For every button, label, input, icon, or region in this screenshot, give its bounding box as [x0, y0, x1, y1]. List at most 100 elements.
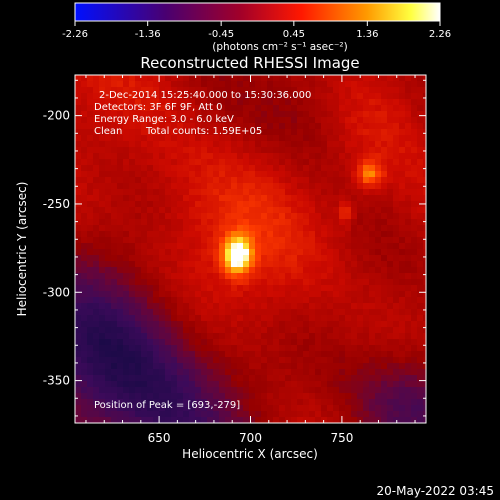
heatmap-cell: [117, 255, 123, 261]
annotation-detectors: Detectors: 3F 6F 9F, Att 0: [94, 102, 222, 113]
heatmap-cell: [333, 99, 339, 105]
heatmap-cell: [321, 93, 327, 99]
heatmap-cell: [393, 147, 399, 153]
heatmap-cell: [111, 135, 117, 141]
heatmap-cell: [129, 411, 135, 417]
heatmap-cell: [303, 189, 309, 195]
heatmap-cell: [375, 159, 381, 165]
heatmap-cell: [393, 267, 399, 273]
heatmap-cell: [213, 165, 219, 171]
heatmap-cell: [369, 237, 375, 243]
heatmap-cell: [411, 93, 417, 99]
heatmap-cell: [237, 105, 243, 111]
heatmap-cell: [273, 309, 279, 315]
heatmap-cell: [87, 141, 93, 147]
heatmap-cell: [303, 153, 309, 159]
heatmap-cell: [327, 129, 333, 135]
heatmap-cell: [123, 333, 129, 339]
heatmap-cell: [231, 291, 237, 297]
heatmap-cell: [249, 327, 255, 333]
heatmap-cell: [279, 393, 285, 399]
heatmap-cell: [243, 105, 249, 111]
heatmap-cell: [237, 195, 243, 201]
heatmap-cell: [111, 159, 117, 165]
heatmap-cell: [165, 261, 171, 267]
heatmap-cell: [279, 237, 285, 243]
heatmap-cell: [231, 315, 237, 321]
heatmap-cell: [123, 315, 129, 321]
heatmap-cell: [381, 357, 387, 363]
heatmap-cell: [249, 213, 255, 219]
heatmap-cell: [147, 129, 153, 135]
heatmap-cell: [195, 381, 201, 387]
colorbar-tick-label: -2.26: [62, 29, 88, 40]
heatmap-cell: [207, 375, 213, 381]
heatmap-cell: [333, 135, 339, 141]
heatmap-cell: [75, 273, 81, 279]
heatmap-cell: [309, 249, 315, 255]
heatmap-cell: [213, 297, 219, 303]
heatmap-cell: [303, 201, 309, 207]
heatmap-cell: [327, 339, 333, 345]
heatmap-cell: [411, 177, 417, 183]
heatmap-cell: [321, 405, 327, 411]
heatmap-cell: [183, 81, 189, 87]
heatmap-cell: [357, 117, 363, 123]
heatmap-cell: [345, 165, 351, 171]
heatmap-cell: [111, 279, 117, 285]
heatmap-cell: [135, 381, 141, 387]
heatmap-cell: [177, 279, 183, 285]
heatmap-cell: [315, 99, 321, 105]
heatmap-cell: [387, 261, 393, 267]
heatmap-cell: [159, 399, 165, 405]
heatmap-cell: [237, 405, 243, 411]
heatmap-cell: [141, 117, 147, 123]
heatmap-cell: [291, 147, 297, 153]
heatmap-cell: [351, 375, 357, 381]
heatmap-cell: [345, 339, 351, 345]
heatmap-cell: [213, 303, 219, 309]
heatmap-cell: [189, 231, 195, 237]
heatmap-cell: [177, 177, 183, 183]
heatmap-cell: [225, 75, 231, 81]
heatmap-cell: [315, 369, 321, 375]
heatmap-cell: [273, 327, 279, 333]
heatmap-cell: [129, 213, 135, 219]
heatmap-cell: [297, 207, 303, 213]
heatmap-cell: [135, 207, 141, 213]
heatmap-cell: [381, 261, 387, 267]
heatmap-cell: [93, 267, 99, 273]
heatmap-cell: [273, 165, 279, 171]
heatmap-cell: [105, 249, 111, 255]
heatmap-cell: [153, 141, 159, 147]
heatmap-cell: [81, 147, 87, 153]
heatmap-cell: [147, 327, 153, 333]
heatmap-cell: [261, 99, 267, 105]
heatmap-cell: [375, 309, 381, 315]
heatmap-cell: [177, 237, 183, 243]
heatmap-cell: [207, 207, 213, 213]
heatmap-cell: [399, 399, 405, 405]
heatmap-cell: [357, 183, 363, 189]
heatmap-cell: [99, 249, 105, 255]
heatmap-cell: [375, 255, 381, 261]
heatmap-cell: [333, 105, 339, 111]
heatmap-cell: [147, 165, 153, 171]
heatmap-cell: [363, 135, 369, 141]
heatmap-cell: [255, 363, 261, 369]
heatmap-cell: [129, 249, 135, 255]
heatmap-cell: [393, 393, 399, 399]
heatmap-cell: [105, 123, 111, 129]
heatmap-cell: [111, 357, 117, 363]
heatmap-cell: [357, 267, 363, 273]
heatmap-cell: [333, 237, 339, 243]
heatmap-cell: [183, 399, 189, 405]
heatmap-cell: [297, 195, 303, 201]
heatmap-cell: [285, 261, 291, 267]
heatmap-cell: [231, 99, 237, 105]
heatmap-cell: [297, 303, 303, 309]
heatmap-cell: [231, 231, 237, 237]
heatmap-cell: [249, 141, 255, 147]
heatmap-cell: [321, 273, 327, 279]
heatmap-cell: [177, 303, 183, 309]
